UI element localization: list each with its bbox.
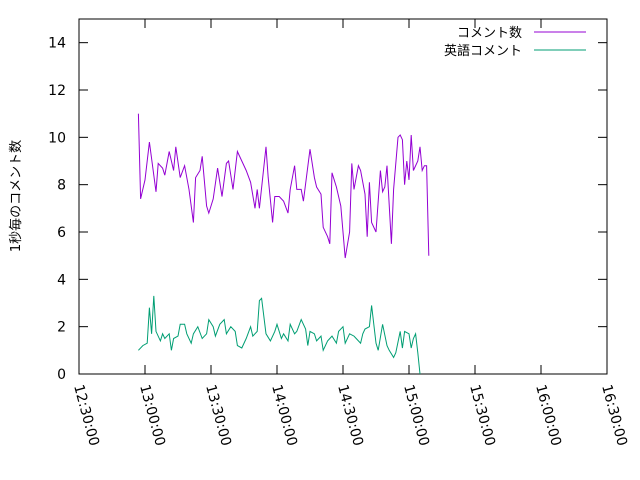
y-tick-label: 8 xyxy=(57,178,66,194)
x-tick-label: 16:30:00 xyxy=(598,383,630,448)
y-tick-label: 14 xyxy=(48,36,66,52)
y-tick-label: 0 xyxy=(57,367,66,383)
x-tick-label: 13:00:00 xyxy=(136,383,168,448)
y-tick-label: 10 xyxy=(48,130,66,146)
legend-label: コメント数 xyxy=(457,26,522,41)
x-tick-label: 15:30:00 xyxy=(466,383,498,448)
x-tick-label: 16:00:00 xyxy=(532,383,564,448)
series-line-2 xyxy=(138,295,421,375)
y-axis-title: 1秒毎のコメント数 xyxy=(8,140,24,252)
y-axis: 0 2 4 6 8 10 12 14 xyxy=(48,36,607,383)
x-tick-label: 14:30:00 xyxy=(334,383,366,448)
legend-label: 英語コメント xyxy=(444,43,522,59)
x-axis: 12:30:00 13:00:00 13:30:00 14:00:00 14:30:00… xyxy=(70,19,630,448)
plot-frame xyxy=(78,18,608,375)
y-tick-label: 4 xyxy=(57,272,66,288)
series-group xyxy=(137,113,430,375)
series-line-1 xyxy=(137,113,430,259)
y-tick-label: 6 xyxy=(57,225,66,241)
y-tick-label: 2 xyxy=(57,320,66,336)
x-tick-label: 15:00:00 xyxy=(400,383,432,448)
x-tick-label: 13:30:00 xyxy=(202,383,234,448)
x-tick-label: 12:30:00 xyxy=(70,383,102,448)
y-tick-label: 12 xyxy=(48,83,66,99)
x-tick-label: 14:00:00 xyxy=(268,383,300,448)
